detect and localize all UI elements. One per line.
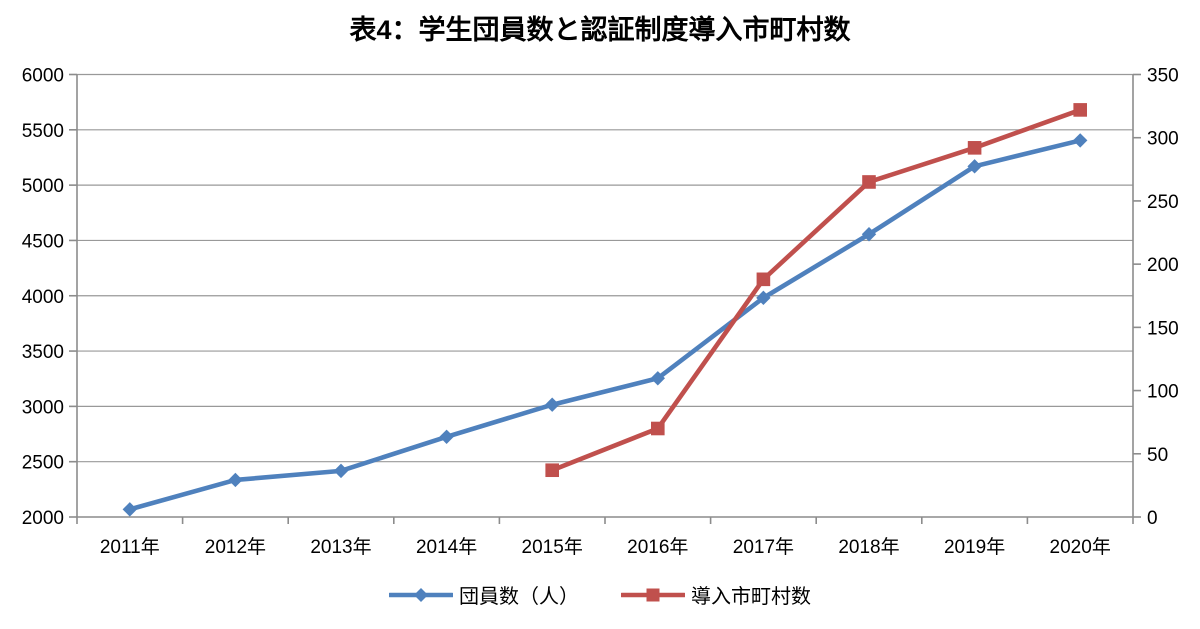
right-axis-labels: 0 50 100 150 200 250 300 350 [1133,66,1179,529]
svg-text:2020年: 2020年 [1050,536,1111,558]
svg-text:100: 100 [1147,382,1179,403]
svg-text:6000: 6000 [22,66,64,87]
svg-text:2013年: 2013年 [310,536,371,558]
legend-diamond-marker-icon [389,587,453,602]
svg-text:5000: 5000 [22,176,64,197]
svg-text:350: 350 [1147,66,1179,87]
gridlines [77,73,1133,463]
svg-text:2016年: 2016年 [627,536,688,558]
svg-text:0: 0 [1147,508,1158,529]
svg-text:3000: 3000 [22,397,64,418]
svg-text:2012年: 2012年 [205,536,266,558]
left-axis-labels: 2000 2500 3000 3500 4000 4500 5000 5500 6000 [22,66,77,529]
legend-item-members: 団員数（人） [389,580,579,609]
x-axis-labels: 2011年 2012年 2013年 2014年 2015年 2016年 2017年 2018年… [76,517,1134,558]
svg-text:2014年: 2014年 [416,536,477,558]
svg-text:2000: 2000 [22,508,64,529]
legend-square-marker-icon [621,588,685,601]
svg-text:300: 300 [1147,129,1179,150]
svg-text:2019年: 2019年 [944,536,1005,558]
series-0 [122,133,1088,517]
svg-text:200: 200 [1147,255,1179,276]
legend-item-municipalities: 導入市町村数 [621,580,811,609]
svg-text:2015年: 2015年 [522,536,583,558]
svg-text:2018年: 2018年 [838,536,899,558]
svg-text:4500: 4500 [22,231,64,252]
series-1 [545,103,1087,478]
chart-legend: 団員数（人） 導入市町村数 [0,580,1200,609]
svg-text:250: 250 [1147,192,1179,213]
svg-text:4000: 4000 [22,287,64,308]
svg-text:5500: 5500 [22,121,64,142]
chart-title: 表4：学生団員数と認証制度導入市町村数 [349,15,851,45]
legend-label-members: 団員数（人） [459,586,579,608]
svg-text:50: 50 [1147,445,1168,466]
svg-text:2017年: 2017年 [733,536,794,558]
svg-text:2500: 2500 [22,453,64,474]
svg-text:2011年: 2011年 [100,536,160,558]
legend-label-municipalities: 導入市町村数 [691,586,811,608]
svg-text:150: 150 [1147,318,1179,339]
svg-text:3500: 3500 [22,342,64,363]
